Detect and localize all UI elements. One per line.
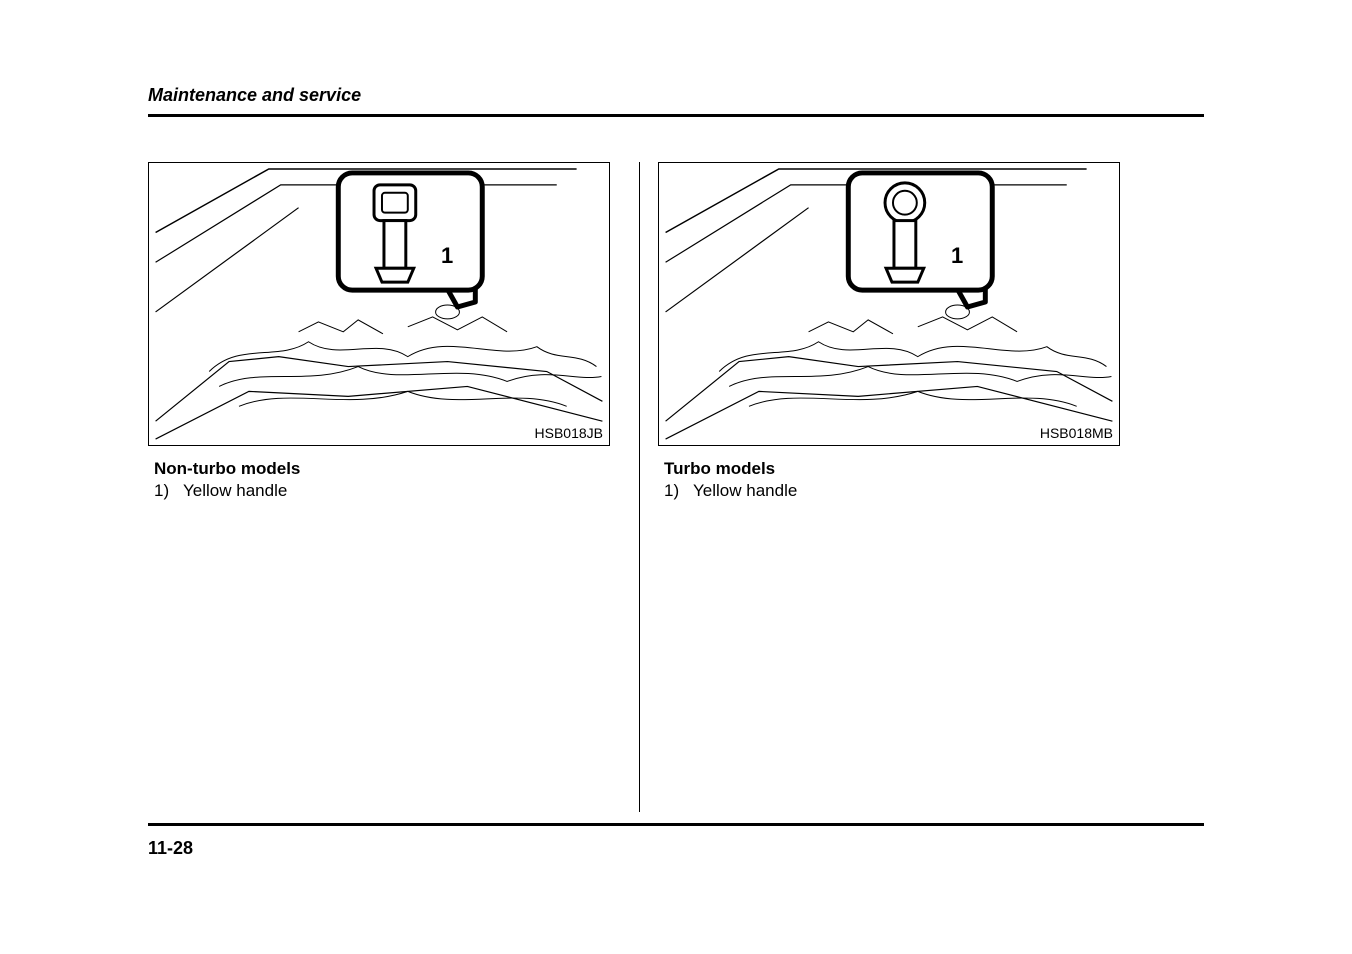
caption-item-text: Yellow handle (693, 481, 797, 500)
caption-item-left: 1) Yellow handle (154, 480, 610, 502)
column-divider (639, 162, 640, 812)
figure-turbo: 1 HSB018MB (658, 162, 1120, 446)
caption-item-text: Yellow handle (183, 481, 287, 500)
engine-diagram-non-turbo (149, 163, 609, 445)
columns-wrapper: 1 HSB018JB Non-turbo models 1) Yellow ha… (148, 162, 1204, 502)
figure-code-right: HSB018MB (1040, 425, 1113, 441)
figure-code-left: HSB018JB (535, 425, 603, 441)
header-rule (148, 114, 1204, 117)
engine-diagram-turbo (659, 163, 1119, 445)
caption-item-prefix: 1) (664, 481, 679, 500)
page-number: 11-28 (148, 838, 193, 859)
caption-title-left: Non-turbo models (154, 458, 610, 480)
right-column: 1 HSB018MB Turbo models 1) Yellow handle (640, 162, 1120, 502)
section-header: Maintenance and service (148, 85, 1204, 106)
footer-rule (148, 823, 1204, 826)
callout-number-left: 1 (441, 243, 453, 269)
caption-right: Turbo models 1) Yellow handle (664, 458, 1120, 502)
caption-item-prefix: 1) (154, 481, 169, 500)
caption-item-right: 1) Yellow handle (664, 480, 1120, 502)
caption-left: Non-turbo models 1) Yellow handle (154, 458, 610, 502)
left-column: 1 HSB018JB Non-turbo models 1) Yellow ha… (148, 162, 640, 502)
figure-non-turbo: 1 HSB018JB (148, 162, 610, 446)
callout-number-right: 1 (951, 243, 963, 269)
caption-title-right: Turbo models (664, 458, 1120, 480)
page-content: Maintenance and service (148, 85, 1204, 502)
